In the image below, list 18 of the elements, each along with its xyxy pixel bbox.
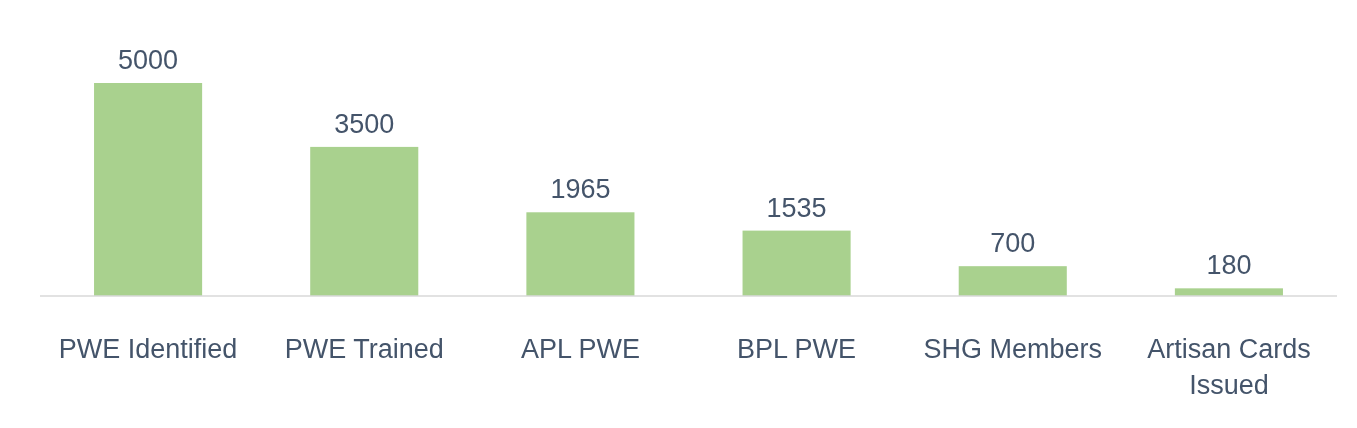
x-tick-label: SHG Members	[923, 334, 1103, 364]
bar	[310, 146, 419, 296]
data-label: 700	[990, 228, 1036, 259]
bar	[742, 230, 851, 296]
data-label: 180	[1206, 250, 1252, 281]
bar	[1174, 288, 1283, 296]
data-label: 5000	[118, 45, 179, 75]
bar	[94, 83, 203, 296]
bar	[958, 266, 1067, 296]
data-label: 1535	[766, 192, 827, 223]
x-tick-label: BPL PWE	[737, 334, 857, 364]
x-tick-label: Artisan Cards Issued	[1147, 334, 1311, 400]
x-tick-label: APL PWE	[520, 334, 640, 364]
bar	[526, 212, 635, 296]
x-tick-label: PWE Identified	[58, 334, 238, 364]
x-tick-label: PWE Trained	[284, 334, 444, 364]
data-label: 1965	[550, 174, 611, 205]
data-label: 3500	[334, 108, 395, 139]
